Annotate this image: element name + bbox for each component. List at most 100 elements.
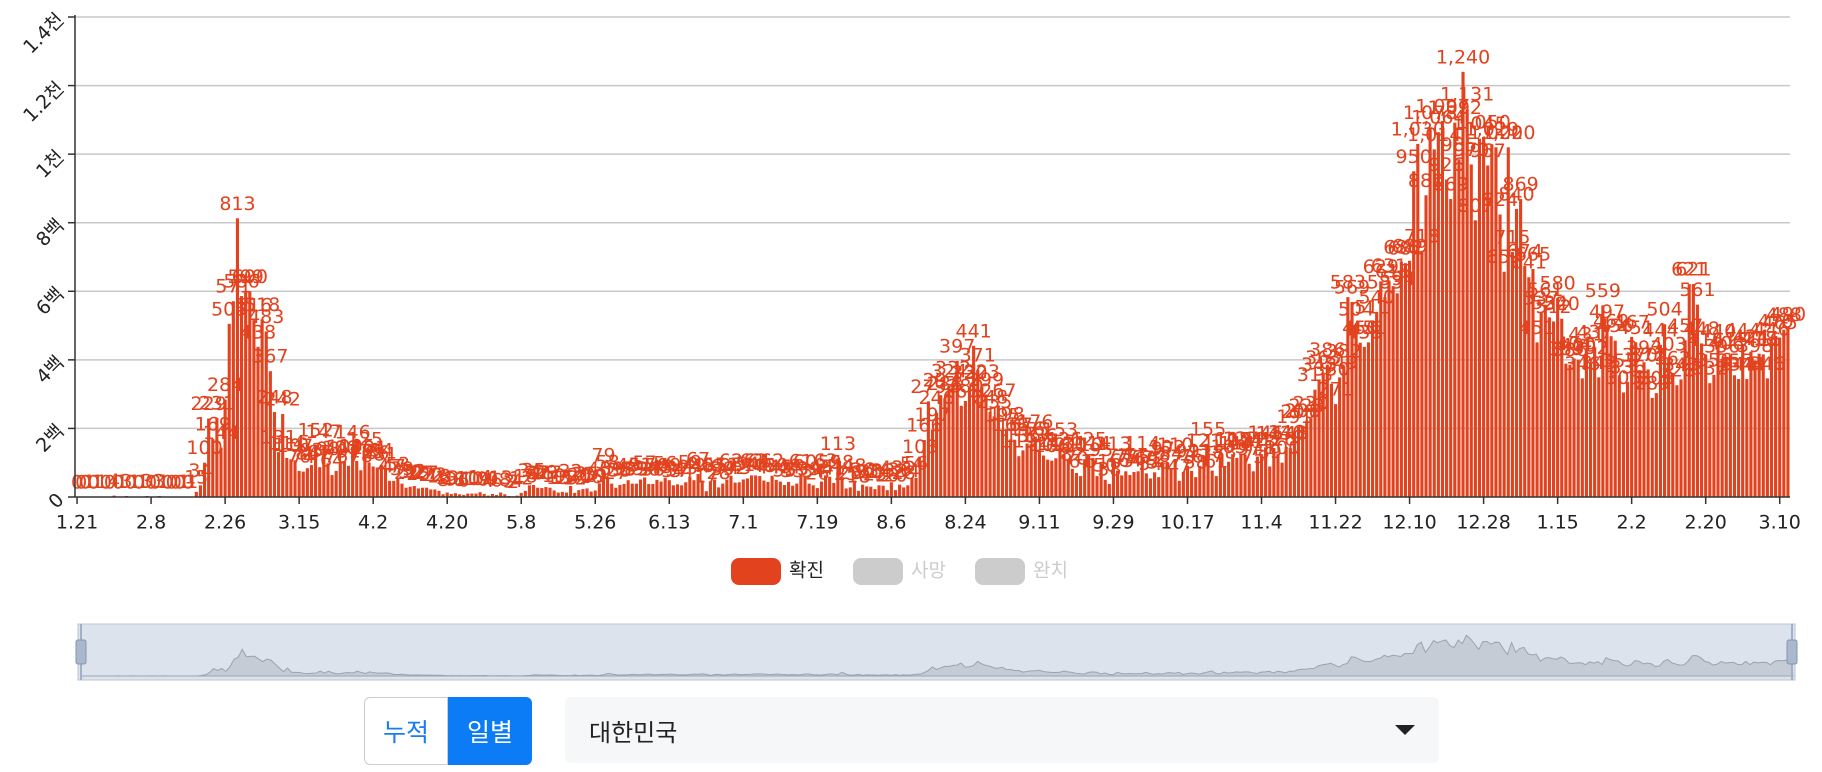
bar [1408,260,1412,497]
bar [1120,475,1124,497]
bar [1301,425,1305,497]
bar [1013,439,1017,497]
bar [425,487,429,497]
data-label: 524 [1531,292,1567,314]
data-label: 416 [1688,329,1724,351]
data-label: 176 [1017,411,1053,433]
bar [1132,471,1136,497]
bar [1366,342,1371,497]
bar [848,487,852,497]
bar [651,483,655,497]
bar [1720,361,1724,497]
bar [865,486,869,497]
data-label: 56 [904,452,928,474]
bar [807,483,811,497]
data-label: 520 [1544,293,1580,315]
y-tick-label: 0 [44,489,68,513]
bar [1284,446,1288,497]
bar [519,492,523,497]
bar [1383,297,1387,497]
bar [811,485,815,497]
bar [441,494,445,497]
mode-button[interactable]: 누적 [364,697,448,765]
bar [1165,462,1169,497]
data-label: 450 [1342,317,1378,339]
x-tick-label: 2.20 [1685,512,1727,534]
bar [1338,377,1342,497]
data-label: 27 [394,462,418,484]
bar [1424,195,1428,498]
bar [1111,458,1116,497]
data-label: 36 [888,459,912,481]
data-label: 0 [182,472,194,494]
bar [490,493,495,497]
bar [589,491,593,497]
bar [388,480,392,497]
bar [1486,165,1490,497]
legend-item[interactable]: 확진 [731,558,824,585]
bar [914,477,918,497]
bar [1765,378,1769,497]
bar [1070,468,1074,497]
data-label: 49 [616,455,640,477]
data-label: 97 [1237,438,1261,460]
bar [322,446,326,497]
mode-button[interactable]: 일별 [448,697,532,765]
data-label: 621 [1675,259,1711,281]
data-label: 102 [1149,437,1185,459]
bar [1547,317,1551,497]
data-label: 386 [1552,339,1588,361]
bar [939,395,943,497]
legend-item[interactable]: 사망 [853,558,946,585]
bar [959,405,963,497]
navigator-handle[interactable] [1786,639,1798,665]
bar [1391,286,1395,497]
data-label: 8 [499,469,511,491]
bar [795,483,799,497]
data-label: 63 [813,450,837,472]
bar [1617,375,1621,497]
y-tick-label: 2백 [32,420,68,456]
data-label: 1 [186,471,198,493]
bar [544,487,548,497]
bar [215,417,219,497]
bar [1675,385,1679,497]
data-label: 9 [486,468,498,490]
data-label: 43 [727,457,751,479]
bar [1375,311,1379,497]
region-select[interactable]: 대한민국 [565,697,1439,763]
data-label: 27 [410,462,434,484]
bar [1251,471,1255,497]
bar [1190,470,1194,497]
navigator-handle[interactable] [75,639,87,665]
data-label: 60 [793,451,817,473]
bar [1420,250,1424,497]
bar [947,385,951,497]
bar [869,486,873,497]
bar [462,494,466,497]
bar [1140,457,1144,497]
bar [992,416,996,497]
bar [301,471,305,497]
data-label: 82 [1060,443,1084,465]
bar [1050,460,1054,497]
data-label: 324 [931,360,967,382]
bar [778,481,782,497]
data-label: 28 [707,462,731,484]
data-label: 91 [1175,440,1199,462]
bar [478,492,482,497]
bar [272,411,277,497]
legend-item[interactable]: 완치 [975,558,1068,585]
data-label: 332 [1692,358,1728,380]
data-label: 28 [892,462,916,484]
bar [1732,375,1737,497]
bar [1054,458,1058,497]
data-label: 0 [133,472,145,494]
bar [1292,431,1296,497]
data-label: 38 [641,458,665,480]
bar [1646,369,1650,497]
bar [334,470,338,497]
bar [573,492,577,497]
data-label: 70 [1064,448,1088,470]
bar [379,464,383,497]
